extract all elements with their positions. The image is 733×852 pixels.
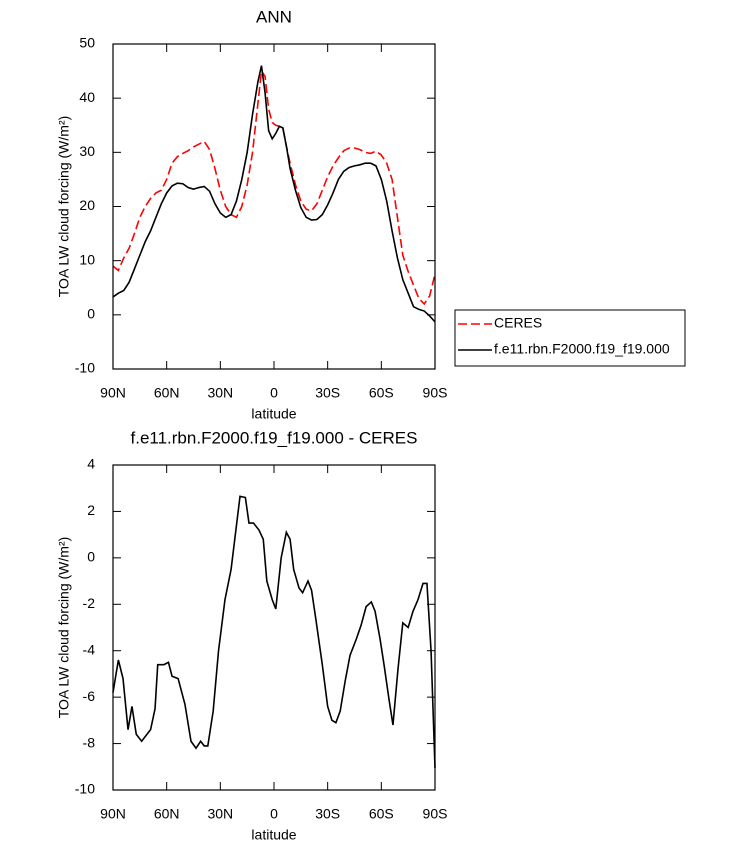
data-line [112, 68, 436, 306]
x-tick-label: 60N [154, 806, 180, 822]
x-tick-label: 60N [154, 385, 180, 401]
x-tick-label: 90S [423, 385, 448, 401]
x-tick-label: 90N [100, 385, 126, 401]
plot-frame [112, 464, 436, 791]
legend-box [454, 309, 686, 367]
x-tick-label: 60S [369, 806, 394, 822]
x-tick-label: 30N [207, 385, 233, 401]
y-tick-label: -8 [83, 734, 96, 750]
y-tick-label: -10 [75, 360, 95, 376]
y-tick-label: 30 [79, 143, 95, 159]
y-tick-label: -10 [75, 781, 95, 797]
y-tick-label: 50 [79, 35, 95, 51]
x-tick-label: 90S [423, 806, 448, 822]
x-tick-label: 90N [100, 806, 126, 822]
x-tick-label: 30N [207, 806, 233, 822]
y-tick-label: 4 [87, 456, 95, 472]
x-tick-label: 0 [270, 385, 278, 401]
chart-title: ANN [256, 7, 292, 26]
y-tick-label: -2 [83, 595, 96, 611]
legend-label: CERES [494, 315, 542, 331]
x-tick-label: 60S [369, 385, 394, 401]
chart-title: f.e11.rbn.F2000.f19_f19.000 - CERES [131, 428, 418, 447]
y-tick-label: -4 [83, 641, 96, 657]
x-tick-label: 30S [315, 385, 340, 401]
y-tick-label: 0 [87, 306, 95, 322]
plot-frame [112, 43, 436, 370]
y-tick-label: 10 [79, 251, 95, 267]
legend-label: f.e11.rbn.F2000.f19_f19.000 [494, 341, 670, 357]
y-tick-label: -6 [83, 688, 96, 704]
x-axis-label: latitude [251, 827, 296, 843]
y-tick-label: 0 [87, 549, 95, 565]
y-tick-label: 2 [87, 502, 95, 518]
y-axis-label: TOA LW cloud forcing (W/m²) [56, 537, 72, 719]
x-axis-label: latitude [251, 406, 296, 422]
y-axis-label: TOA LW cloud forcing (W/m²) [56, 116, 72, 298]
x-tick-label: 0 [270, 806, 278, 822]
y-tick-label: 40 [79, 89, 95, 105]
data-line [112, 65, 436, 323]
x-tick-label: 30S [315, 806, 340, 822]
y-tick-label: 20 [79, 197, 95, 213]
data-line [112, 495, 436, 768]
